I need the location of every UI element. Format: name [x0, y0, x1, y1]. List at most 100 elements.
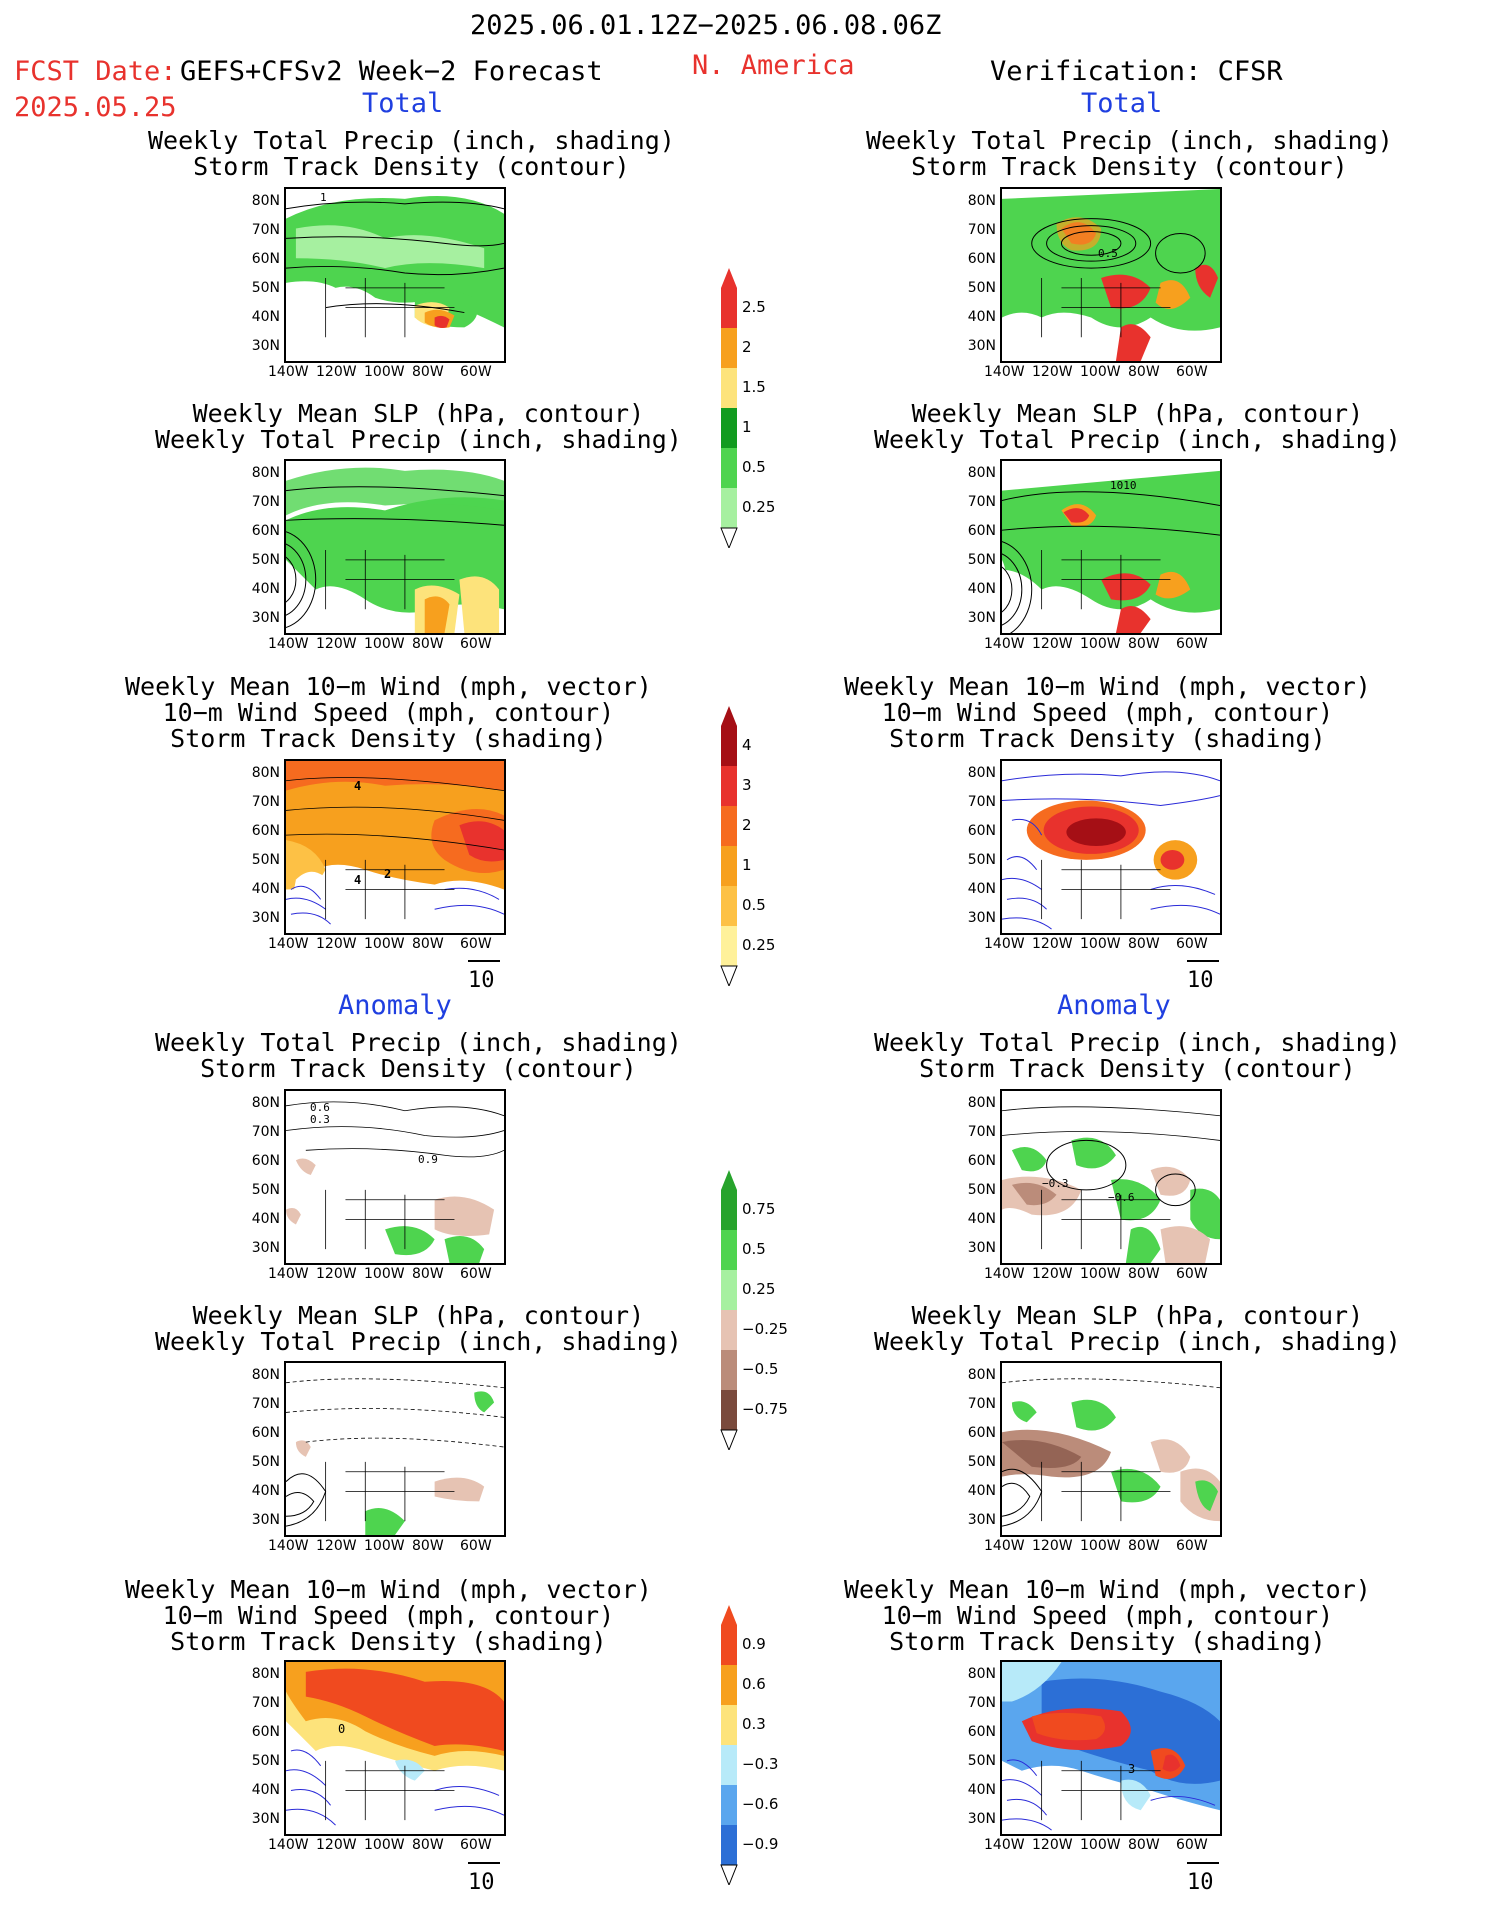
- colorbar-swatch: [721, 488, 737, 528]
- contour-label: 0.5: [1098, 247, 1118, 260]
- colorbar-label: 0.75: [742, 1200, 776, 1218]
- lat-tick-label: 80N: [251, 1666, 280, 1682]
- lon-tick-label: 60W: [1176, 1266, 1208, 1282]
- vector-reference-verif-total: 10: [1187, 960, 1219, 993]
- lon-tick-label: 140W: [984, 1266, 1025, 1282]
- colorbar-swatch: [721, 1390, 737, 1430]
- colorbar-swatch: [721, 1625, 737, 1665]
- lat-tick-label: 70N: [251, 794, 280, 810]
- lon-tick-label: 100W: [364, 936, 405, 952]
- lon-tick-label: 100W: [364, 364, 405, 380]
- model-name: GEFS+CFSv2 Week−2 Forecast: [180, 56, 603, 87]
- lat-tick-label: 70N: [967, 222, 996, 238]
- colorbar-swatch: [721, 368, 737, 408]
- map-verif-anom-precip-storm: −0.3 −0.6: [1000, 1089, 1222, 1265]
- title-precip-storm-forecast-anom: Weekly Total Precip (inch, shading) Storm…: [155, 1028, 682, 1083]
- colorbar-swatch: [721, 328, 737, 368]
- lat-tick-label: 50N: [967, 552, 996, 568]
- lat-tick-label: 80N: [967, 1095, 996, 1111]
- lon-tick-label: 80W: [412, 936, 444, 952]
- lat-tick-label: 40N: [967, 309, 996, 325]
- lat-tick-label: 60N: [967, 1425, 996, 1441]
- lon-tick-label: 120W: [1032, 636, 1073, 652]
- lon-tick-label: 120W: [1032, 1837, 1073, 1853]
- colorbar-swatch: [721, 806, 737, 846]
- lat-tick-label: 30N: [967, 1512, 996, 1528]
- section-anomaly-right: Anomaly: [1057, 990, 1171, 1021]
- colorbar-swatch: [721, 288, 737, 328]
- map-verif-total-wind-storm: [1000, 759, 1222, 935]
- map-verif-total-precip-storm: 0.5: [1000, 187, 1222, 363]
- colorbar-swatch: [721, 1785, 737, 1825]
- lat-tick-label: 40N: [251, 881, 280, 897]
- lon-tick-label: 100W: [1080, 1837, 1121, 1853]
- lon-tick-label: 100W: [364, 1266, 405, 1282]
- map-verif-anom-wind-storm: 3: [1000, 1660, 1222, 1836]
- lon-tick-label: 140W: [268, 636, 309, 652]
- colorbar-swatch: [721, 846, 737, 886]
- lat-tick-label: 50N: [967, 1182, 996, 1198]
- arrow-icon: [468, 960, 500, 962]
- lat-tick-label: 40N: [967, 1211, 996, 1227]
- lon-tick-label: 80W: [1128, 636, 1160, 652]
- map-forecast-anom-slp-precip: [284, 1361, 506, 1537]
- contour-label: 2: [384, 867, 392, 881]
- lat-tick-label: 40N: [251, 1483, 280, 1499]
- title-slp-precip-verif-total: Weekly Mean SLP (hPa, contour) Weekly Tot…: [874, 399, 1401, 454]
- lon-tick-label: 60W: [460, 364, 492, 380]
- colorbar-cap-bottom: [720, 1429, 738, 1450]
- lat-tick-label: 60N: [251, 1425, 280, 1441]
- lon-tick-label: 140W: [984, 364, 1025, 380]
- lat-tick-label: 60N: [967, 1724, 996, 1740]
- lat-tick-label: 40N: [967, 581, 996, 597]
- contour-label: 0.9: [418, 1153, 438, 1166]
- lat-tick-label: 40N: [251, 1211, 280, 1227]
- section-total-right: Total: [1081, 88, 1163, 119]
- lat-tick-label: 40N: [251, 1782, 280, 1798]
- map-forecast-anom-precip-storm: 0.6 0.3 0.9: [284, 1089, 506, 1265]
- lat-tick-label: 50N: [251, 1753, 280, 1769]
- lon-tick-label: 100W: [1080, 1538, 1121, 1554]
- lat-tick-label: 30N: [251, 910, 280, 926]
- lat-tick-label: 30N: [967, 1240, 996, 1256]
- lon-tick-label: 100W: [1080, 364, 1121, 380]
- lat-tick-label: 80N: [967, 193, 996, 209]
- colorbar-label: −0.9: [742, 1835, 779, 1853]
- lon-tick-label: 60W: [460, 1837, 492, 1853]
- contour-label: 1: [320, 191, 327, 204]
- colorbar-svg: [720, 1605, 738, 1885]
- vector-reference-forecast-anom: 10: [468, 1862, 500, 1895]
- lon-tick-label: 120W: [316, 1837, 357, 1853]
- lon-tick-label: 120W: [316, 364, 357, 380]
- colorbar-label: 4: [742, 736, 752, 754]
- colorbar-label: 2: [742, 338, 752, 356]
- lon-tick-label: 60W: [1176, 1837, 1208, 1853]
- lat-tick-label: 30N: [967, 338, 996, 354]
- lon-tick-label: 140W: [984, 636, 1025, 652]
- lon-tick-label: 60W: [460, 1538, 492, 1554]
- colorbar-label: 0.5: [742, 1240, 766, 1258]
- contour-label: 0.6: [310, 1101, 330, 1114]
- map-forecast-total-slp-precip: [284, 459, 506, 635]
- lat-tick-label: 40N: [251, 581, 280, 597]
- arrow-icon: [1187, 1862, 1219, 1864]
- colorbar-swatch: [721, 1705, 737, 1745]
- title-precip-storm-verif-total: Weekly Total Precip (inch, shading) Storm…: [866, 126, 1393, 181]
- lat-tick-label: 60N: [967, 523, 996, 539]
- colorbar-svg: [720, 706, 738, 986]
- contour-label: 0: [338, 1722, 346, 1736]
- colorbar-cap-top: [721, 706, 737, 726]
- lon-tick-label: 140W: [268, 1538, 309, 1554]
- lon-tick-label: 60W: [1176, 636, 1208, 652]
- lon-tick-label: 100W: [1080, 636, 1121, 652]
- colorbar-swatch: [721, 408, 737, 448]
- lat-tick-label: 70N: [251, 494, 280, 510]
- lon-tick-label: 60W: [460, 936, 492, 952]
- lon-tick-label: 140W: [984, 936, 1025, 952]
- lon-tick-label: 60W: [1176, 936, 1208, 952]
- colorbar-label: 0.5: [742, 896, 766, 914]
- section-total-left: Total: [362, 88, 444, 119]
- title-precip-storm-verif-anom: Weekly Total Precip (inch, shading) Storm…: [874, 1028, 1401, 1083]
- map-forecast-anom-wind-storm: 0: [284, 1660, 506, 1836]
- colorbar-label: 0.25: [742, 936, 776, 954]
